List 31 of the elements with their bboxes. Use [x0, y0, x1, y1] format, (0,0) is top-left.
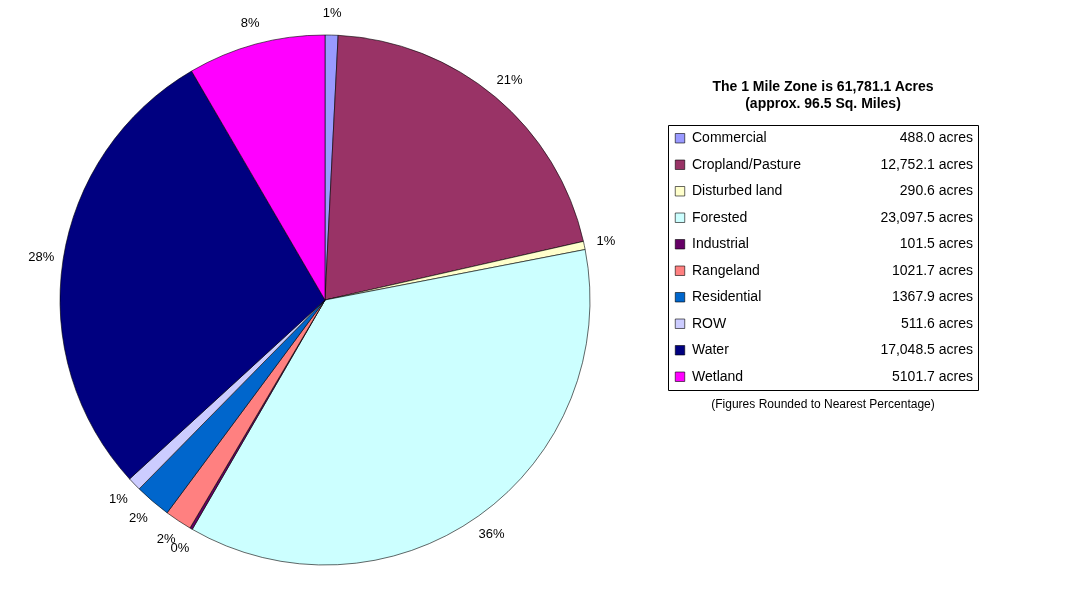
data-label: 21%: [496, 72, 524, 88]
legend-label: Forested: [692, 208, 748, 225]
legend-label: Disturbed land: [692, 182, 783, 199]
legend-label: ROW: [692, 314, 727, 331]
text: (Figures Rounded to Nearest Percentage): [711, 397, 935, 411]
data-label: 8%: [240, 14, 260, 30]
text: 511.6 acres: [900, 314, 973, 331]
text: 5101.7 acres: [892, 367, 973, 384]
text: 23,097.5 acres: [880, 208, 973, 225]
legend-label: Industrial: [692, 235, 749, 252]
text: 1367.9 acres: [892, 288, 973, 305]
data-label: 2%: [129, 510, 149, 526]
data-label: 28%: [28, 248, 55, 264]
legend-label: Water: [692, 341, 730, 358]
data-label: 1%: [596, 232, 616, 248]
text: 101.5 acres: [899, 235, 973, 252]
text: (approx. 96.5 Sq. Miles): [745, 95, 901, 111]
text: The 1 Mile Zone is 61,781.1 Acres: [712, 78, 934, 94]
legend-label: Commercial: [692, 129, 767, 146]
data-label: 1%: [322, 5, 342, 21]
legend-label: Cropland/Pasture: [692, 155, 802, 172]
legend-label: Wetland: [692, 367, 744, 384]
text: 290.6 acres: [899, 182, 973, 199]
legend-label: Rangeland: [692, 261, 760, 278]
text: 488.0 acres: [899, 129, 973, 146]
text: 17,048.5 acres: [880, 341, 973, 358]
text: 12,752.1 acres: [880, 155, 973, 172]
data-label: 36%: [478, 525, 505, 541]
legend-label: Residential: [692, 288, 762, 305]
text: 1021.7 acres: [892, 261, 973, 278]
data-label: 1%: [109, 491, 129, 507]
